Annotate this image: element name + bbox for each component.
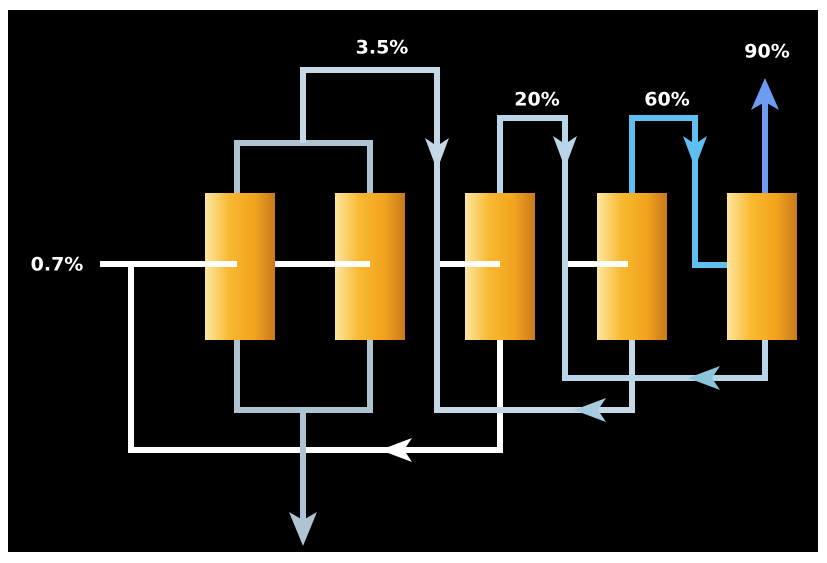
stream-label: 0.7% (31, 254, 84, 276)
arrow (289, 512, 317, 546)
arrow (380, 438, 412, 462)
centrifuge (727, 193, 797, 340)
arrow (574, 398, 606, 422)
arrow (683, 136, 707, 168)
flow-line (497, 115, 768, 381)
stream-label: 20% (514, 89, 559, 111)
stream-label: 60% (644, 89, 689, 111)
stream-label: 3.5% (356, 37, 409, 59)
tails-line (128, 264, 503, 453)
arrow (751, 78, 779, 110)
arrow (425, 138, 449, 170)
background (8, 10, 818, 552)
arrow (553, 136, 577, 168)
flow-line (629, 115, 765, 268)
stream-label: 90% (744, 41, 789, 63)
flow-line (300, 67, 635, 413)
arrow (688, 366, 720, 390)
